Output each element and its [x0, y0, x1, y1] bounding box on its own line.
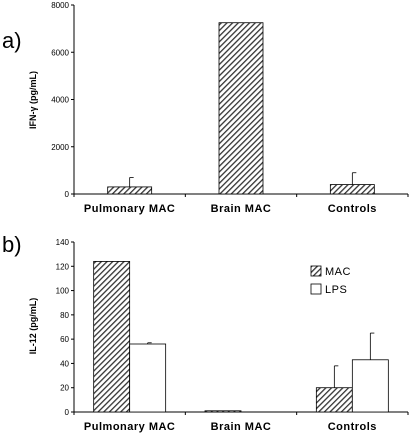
bar	[107, 186, 153, 195]
bar	[329, 184, 375, 195]
panel-label-b: b)	[2, 232, 22, 257]
x-tick-label: Brain MAC	[211, 421, 272, 433]
y-tick-label: 120	[56, 262, 70, 271]
y-tick-label: 40	[60, 359, 69, 368]
x-tick-label: Pulmonary MAC	[84, 421, 175, 433]
y-tick-label: 60	[60, 335, 69, 344]
x-tick-label: Controls	[328, 421, 377, 433]
y-tick-label: 140	[56, 238, 70, 247]
bar	[351, 359, 389, 413]
legend-swatch	[310, 283, 322, 295]
legend-swatch	[310, 265, 322, 277]
y-tick-label: 20	[60, 384, 69, 393]
bar	[204, 410, 242, 413]
x-tick-label: Pulmonary MAC	[84, 203, 175, 215]
y-tick-label: 4000	[51, 96, 69, 105]
y-tick-label: 0	[65, 190, 70, 199]
x-tick-label: Brain MAC	[211, 203, 272, 215]
y-axis-label-b: IL-12 (pg/mL)	[28, 298, 38, 355]
bar	[218, 22, 264, 195]
legend-label: LPS	[325, 284, 347, 296]
y-axis-label-a: IFN-γ (pg/mL)	[28, 71, 38, 129]
x-tick-label: Controls	[328, 203, 377, 215]
bar	[93, 261, 131, 413]
bar	[129, 343, 167, 413]
panel-label-a: a)	[2, 28, 22, 53]
chart-b: b) IL-12 (pg/mL) 0 20 40 60 80 100 120 140 Pulm…	[2, 232, 409, 433]
y-tick-label: 8000	[51, 1, 69, 10]
legend-label: MAC	[325, 266, 351, 278]
y-tick-label: 6000	[51, 48, 69, 57]
chart-a: a) IFN-γ (pg/mL) 0 2000 4000 6000 8000 Pulmo…	[2, 1, 409, 215]
y-tick-label: 80	[60, 311, 69, 320]
bar	[315, 387, 353, 413]
y-tick-label: 100	[56, 287, 70, 296]
legend-b: MAC LPS	[310, 265, 351, 296]
y-tick-label: 2000	[51, 143, 69, 152]
y-tick-label: 0	[65, 408, 70, 417]
